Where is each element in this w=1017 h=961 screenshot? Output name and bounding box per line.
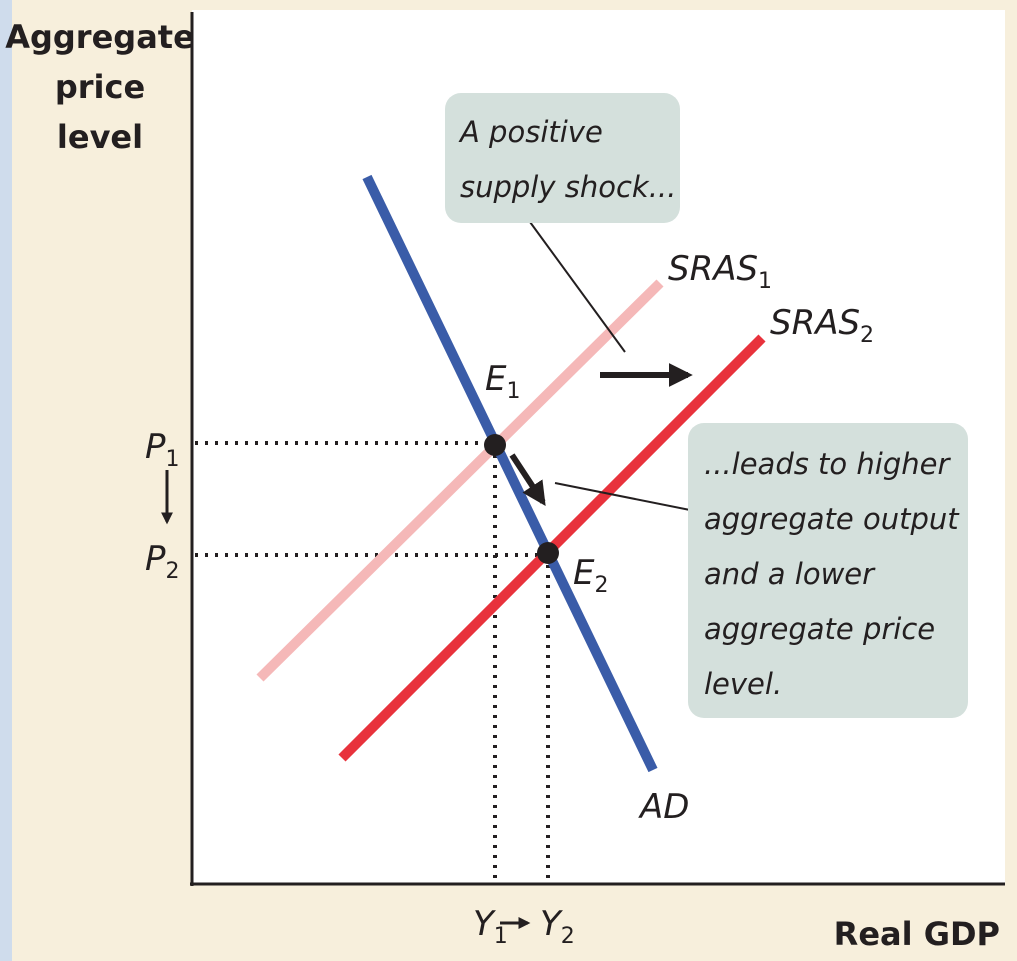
price-label: P2 (145, 539, 180, 584)
callout-text: aggregate price (704, 612, 935, 646)
callout-text: A positive (458, 115, 603, 149)
point-e1 (484, 434, 506, 456)
curve-label: SRAS1 (668, 249, 772, 294)
y-axis-label: level (57, 118, 143, 156)
y-axis-label: price (55, 68, 145, 106)
output-label: Y2 (540, 904, 575, 949)
callout-text: ...leads to higher (704, 447, 951, 481)
callout-box (688, 423, 968, 718)
curve-label: SRAS2 (770, 303, 874, 348)
point-e2 (537, 542, 559, 564)
move-arrow (509, 453, 546, 507)
sras1-curve (256, 279, 664, 682)
x-axis-label: Real GDP (834, 915, 1000, 953)
leader-line (529, 221, 626, 353)
curve-label: AD (638, 787, 689, 827)
ad-curve (362, 174, 658, 773)
callout-text: and a lower (704, 557, 876, 591)
callout-box (445, 93, 680, 223)
callout-text: supply shock... (460, 170, 676, 204)
left-strip (0, 0, 12, 961)
price-label: P1 (145, 427, 180, 472)
point-label: E2 (573, 553, 608, 598)
point-label: E1 (485, 359, 520, 404)
callout-text: aggregate output (704, 502, 960, 536)
guides (195, 441, 550, 882)
y-axis-label: Aggregate (5, 18, 195, 56)
leader-line (554, 482, 691, 511)
output-label: Y1 (473, 904, 508, 949)
callout-text: level. (704, 667, 782, 701)
